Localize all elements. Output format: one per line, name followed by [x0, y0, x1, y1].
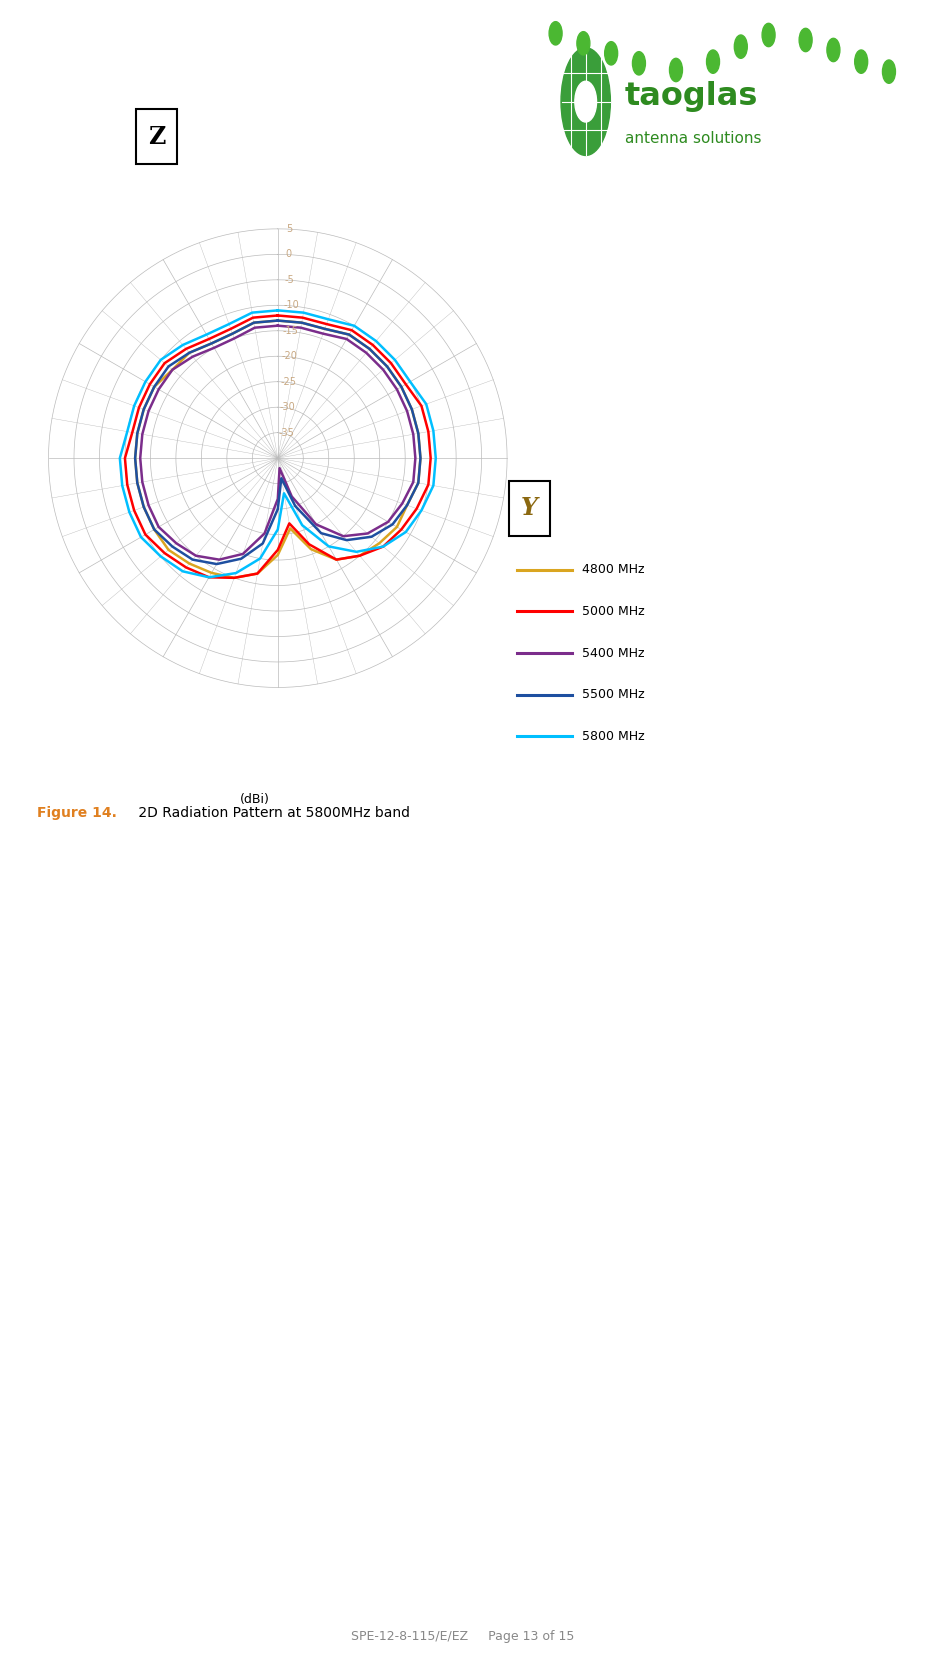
Ellipse shape [561, 48, 610, 155]
Text: Y: Y [521, 496, 538, 520]
Text: 2D Radiation Pattern at 5800MHz band: 2D Radiation Pattern at 5800MHz band [134, 806, 410, 820]
Text: -30: -30 [280, 402, 295, 412]
Text: -10: -10 [283, 300, 299, 310]
Text: -15: -15 [282, 327, 298, 337]
Text: (dBi): (dBi) [240, 793, 269, 806]
Text: 4800 MHz: 4800 MHz [582, 563, 644, 576]
Text: antenna solutions: antenna solutions [625, 130, 761, 147]
Text: SPE-12-8-115/E/EZ     Page 13 of 15: SPE-12-8-115/E/EZ Page 13 of 15 [351, 1629, 575, 1643]
Text: Z: Z [148, 125, 165, 148]
FancyBboxPatch shape [136, 108, 177, 165]
Text: 5: 5 [286, 223, 292, 233]
Text: -20: -20 [282, 352, 297, 362]
Text: -5: -5 [284, 275, 294, 285]
Text: -25: -25 [281, 377, 296, 387]
Text: 5800 MHz: 5800 MHz [582, 730, 644, 743]
Text: Figure 14.: Figure 14. [37, 806, 117, 820]
Text: 5400 MHz: 5400 MHz [582, 646, 644, 660]
Circle shape [575, 82, 596, 122]
Text: taoglas: taoglas [625, 82, 758, 112]
FancyBboxPatch shape [509, 480, 550, 536]
Text: -35: -35 [279, 428, 294, 438]
Text: 5500 MHz: 5500 MHz [582, 688, 644, 701]
Text: 0: 0 [285, 250, 291, 260]
Text: 5000 MHz: 5000 MHz [582, 605, 644, 618]
